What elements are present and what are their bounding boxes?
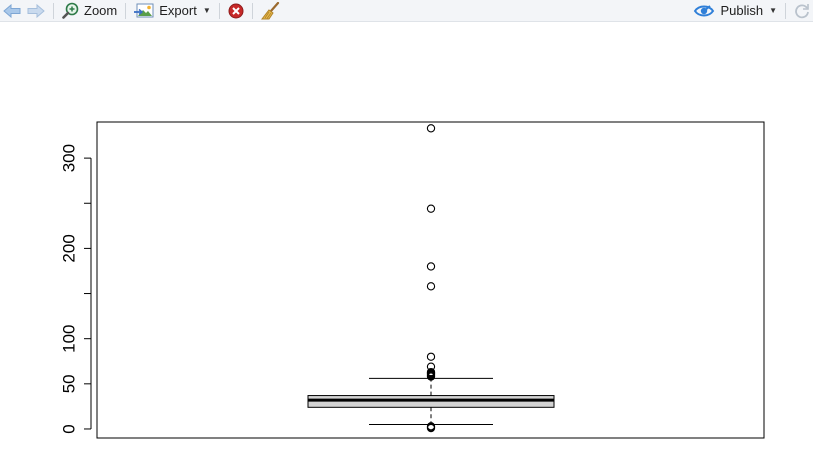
export-button[interactable]: Export ▼ [131,0,214,22]
toolbar-divider [218,2,220,19]
refresh-button[interactable] [791,0,813,22]
y-tick-label: 200 [60,234,79,262]
toolbar-divider [125,2,127,19]
image-export-icon [134,3,154,17]
arrow-right-icon [27,3,45,18]
magnifier-icon [62,2,79,19]
plot-viewer: 0 50 100 200 300 [0,23,813,473]
outlier-point [426,204,436,213]
outlier-point [426,124,436,133]
outlier-point [426,352,436,361]
outlier-point [426,282,436,291]
publish-button[interactable]: Publish ▼ [690,0,780,22]
export-label: Export [159,3,197,18]
chevron-down-icon: ▼ [202,6,211,15]
forward-button[interactable] [24,0,48,22]
plot-toolbar: Zoom Export ▼ Publish [0,0,813,22]
arrow-left-icon [3,3,21,18]
publish-label: Publish [720,3,764,18]
boxplot-chart: 0 50 100 200 300 [60,121,765,439]
clear-all-plots-button[interactable] [258,0,284,22]
outlier-point [426,262,436,271]
refresh-icon [795,3,809,18]
y-tick-label: 300 [60,144,79,172]
broom-icon [260,1,279,19]
publish-icon [694,4,715,16]
remove-plot-button[interactable] [225,0,247,22]
y-tick-label: 50 [60,374,79,393]
outlier-point [426,372,436,381]
zoom-label: Zoom [84,3,118,18]
y-tick-label: 100 [60,324,79,352]
y-tick-label: 0 [60,424,79,433]
chevron-down-icon: ▼ [769,6,777,15]
back-button[interactable] [0,0,24,22]
outlier-point [426,423,436,433]
remove-plot-icon [228,3,244,18]
plot-frame [96,121,765,439]
toolbar-divider [53,2,54,19]
toolbar-divider [251,2,253,19]
zoom-button[interactable]: Zoom [59,0,120,22]
toolbar-divider [785,2,786,19]
